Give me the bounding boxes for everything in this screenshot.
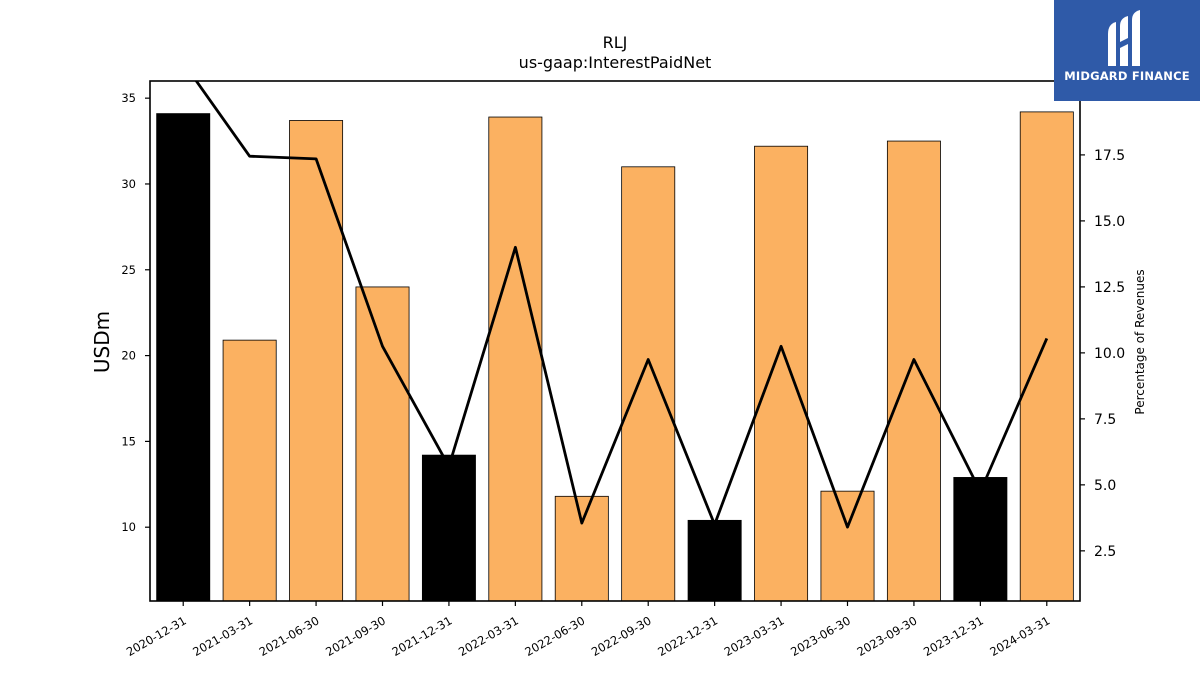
y2-tick-label: 7.5: [1094, 412, 1116, 428]
chart-subtitle: us-gaap:InterestPaidNet: [519, 53, 712, 72]
y-tick-label: 35: [121, 91, 136, 105]
x-tick-label: 2021-12-31: [390, 613, 455, 659]
plot-frame: [149, 80, 1081, 602]
x-tick-label: 2024-03-31: [987, 613, 1052, 659]
y-tick-label: 30: [121, 177, 136, 191]
y-tick-label: 15: [121, 434, 136, 448]
x-axis: 2020-12-31 2021-03-31 2021-06-30 2021-09-30…: [124, 601, 1052, 659]
x-tick-label: 2022-12-31: [655, 613, 720, 659]
bar-2020-12-31: [156, 113, 211, 602]
y2-axis-label: Percentage of Revenues: [1133, 269, 1147, 414]
y-axis-right: 2.5 5.0 7.5 10.0 12.5 15.0 17.5: [1080, 148, 1125, 560]
y-tick-label: 10: [121, 520, 136, 534]
percentage-line: [194, 81, 1049, 529]
x-tick-label: 2020-12-31: [124, 613, 189, 659]
x-tick-label: 2021-06-30: [257, 613, 322, 659]
y2-tick-label: 2.5: [1094, 544, 1116, 560]
bar-2022-06-30: [554, 495, 609, 602]
bar-2021-12-31: [421, 454, 476, 602]
bar-2023-12-31: [953, 477, 1008, 602]
bar-2023-09-30: [886, 140, 941, 602]
y2-tick-label: 15.0: [1094, 214, 1125, 230]
logo-mark-icon: [1108, 10, 1140, 66]
x-tick-label: 2023-06-30: [788, 613, 853, 659]
y-axis-label: USDm: [90, 311, 114, 373]
x-tick-label: 2022-03-31: [456, 613, 521, 659]
bar-2021-03-31: [222, 339, 277, 602]
x-tick-label: 2022-06-30: [522, 613, 587, 659]
x-tick-label: 2023-12-31: [921, 613, 986, 659]
y2-tick-label: 5.0: [1094, 478, 1116, 494]
x-tick-label: 2023-03-31: [722, 613, 787, 659]
bar-2022-09-30: [621, 166, 676, 602]
y2-tick-label: 12.5: [1094, 280, 1125, 296]
chart-title: RLJ: [603, 33, 628, 52]
y-tick-label: 25: [121, 263, 136, 277]
bar-2021-06-30: [289, 120, 344, 602]
y2-tick-label: 10.0: [1094, 346, 1125, 362]
y-tick-label: 20: [121, 349, 136, 363]
bar-2022-12-31: [687, 519, 742, 602]
bar-2021-09-30: [355, 286, 410, 602]
line-series: [194, 81, 1049, 529]
bar-series: [156, 111, 1074, 602]
bar-2023-06-30: [820, 490, 875, 602]
bar-2023-03-31: [754, 145, 809, 602]
x-tick-label: 2023-09-30: [855, 613, 920, 659]
x-tick-label: 2021-03-31: [190, 613, 255, 659]
bar-2024-03-31: [1019, 111, 1074, 602]
y2-tick-label: 17.5: [1094, 148, 1125, 164]
x-tick-label: 2022-09-30: [589, 613, 654, 659]
midgard-finance-logo: MIDGARD FINANCE: [1054, 0, 1200, 101]
logo-text: MIDGARD FINANCE: [1064, 69, 1190, 83]
bar-2022-03-31: [488, 116, 543, 602]
y-axis-left: 10 15 20 25 30 35: [121, 91, 150, 534]
x-tick-label: 2021-09-30: [323, 613, 388, 659]
